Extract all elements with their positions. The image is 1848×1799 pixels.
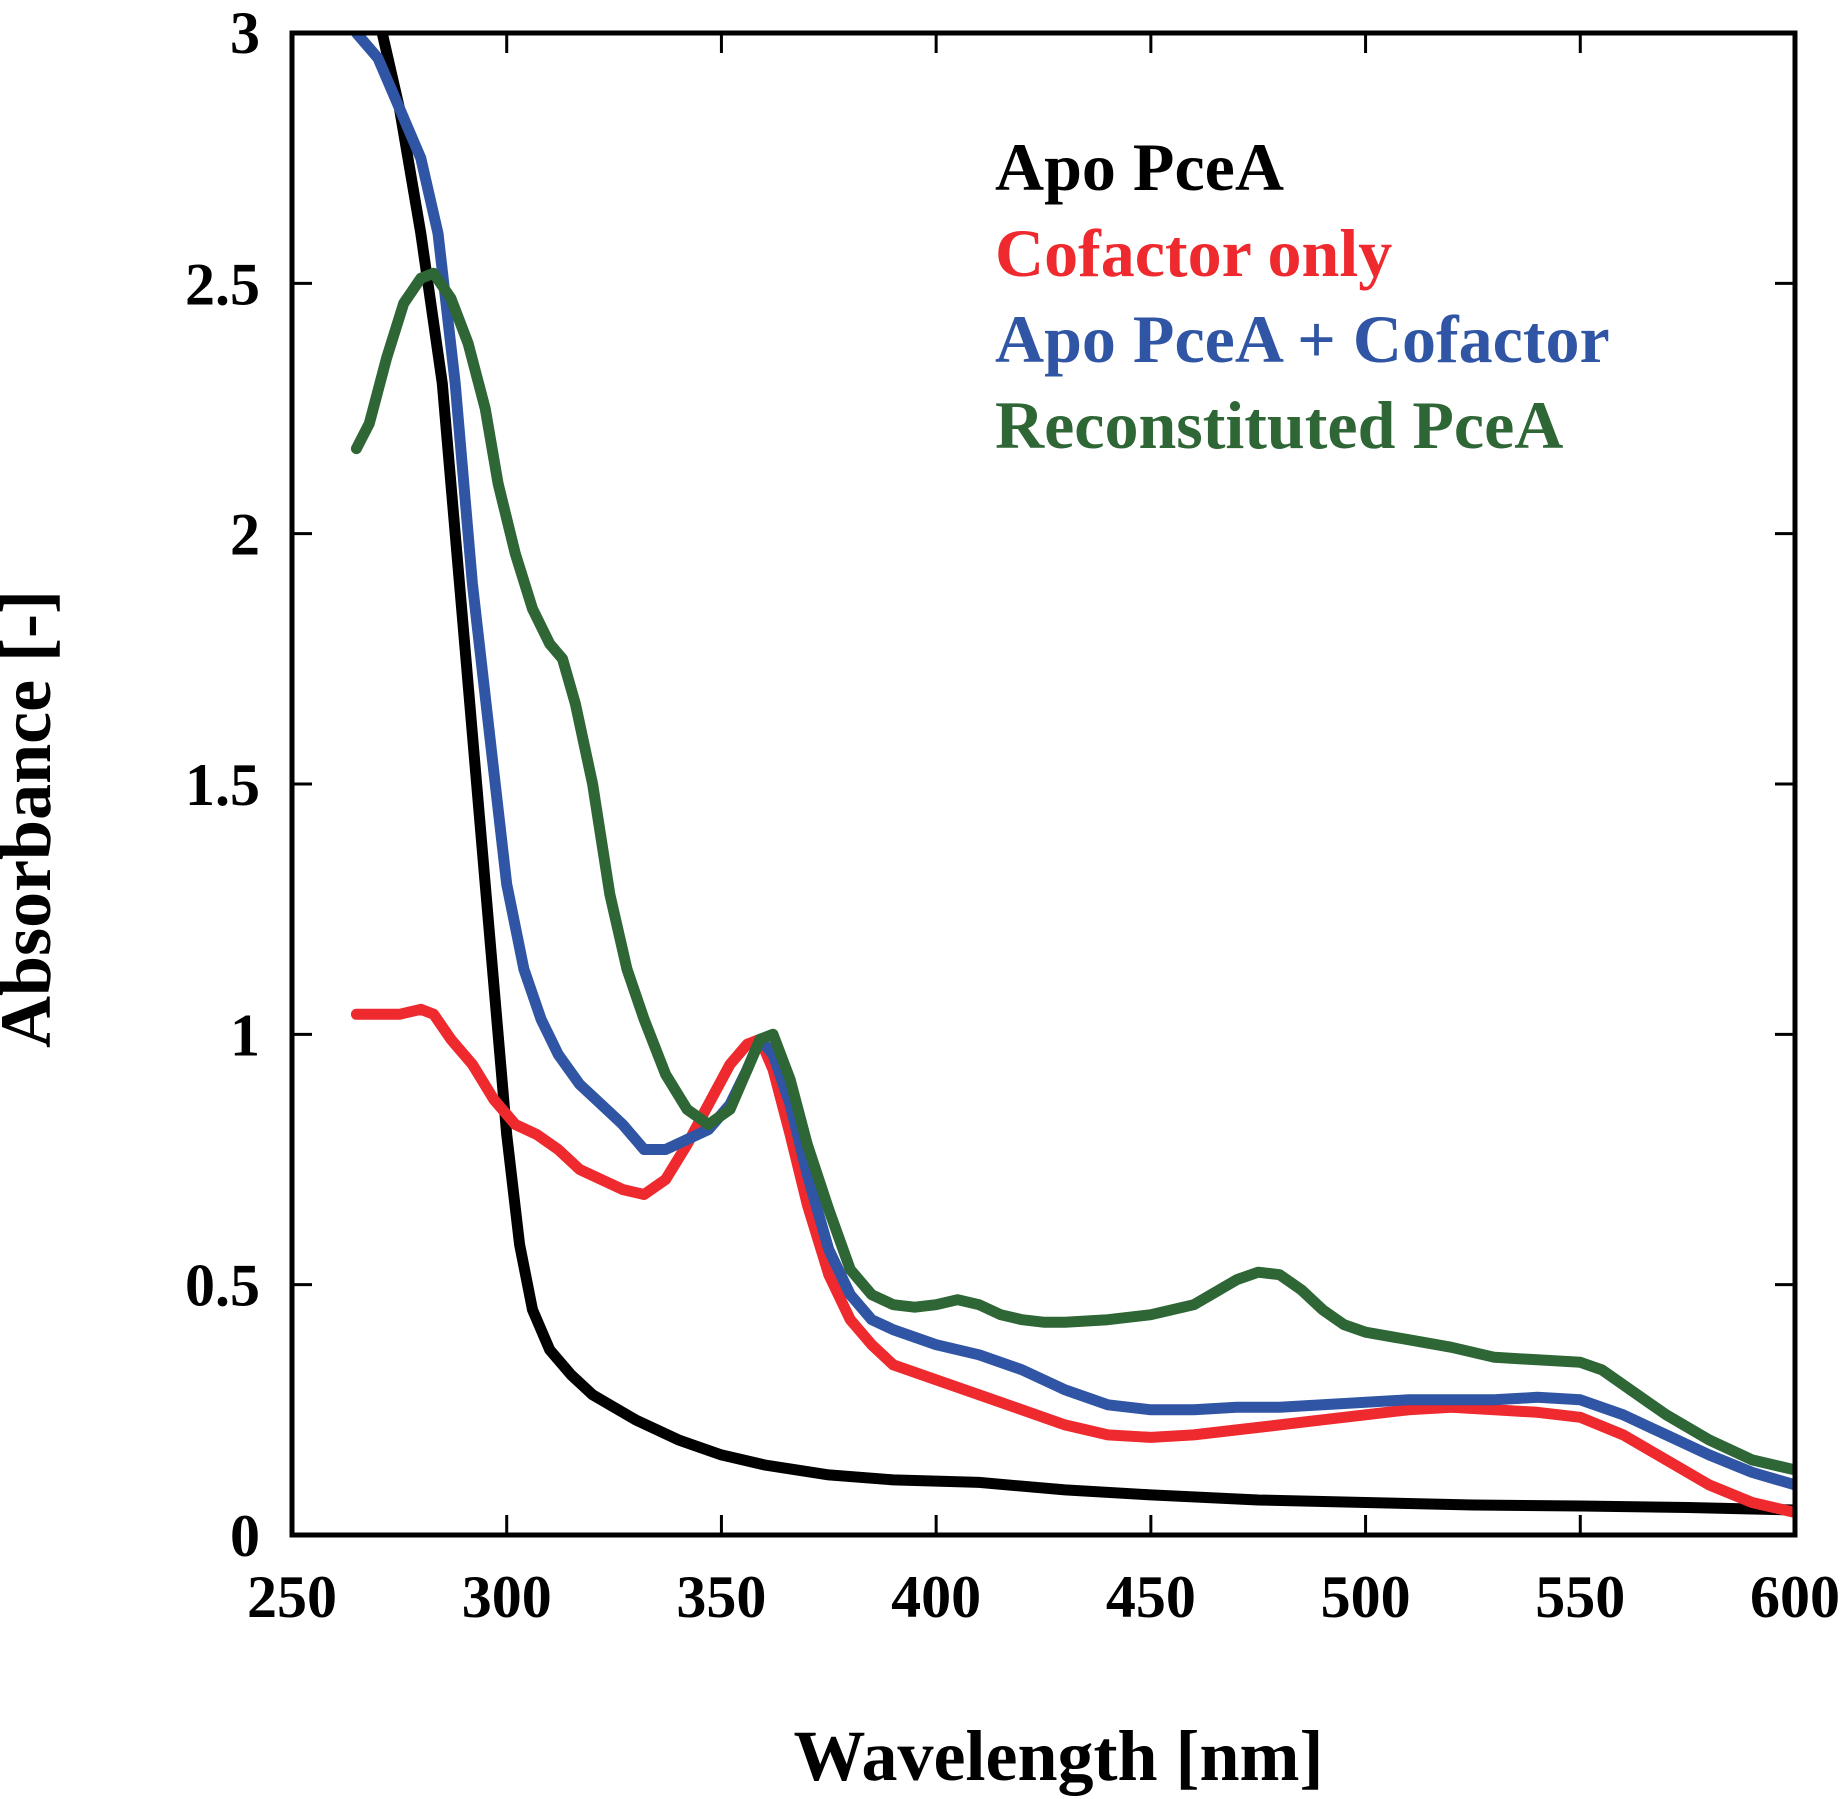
x-tick-label: 250 — [247, 1564, 337, 1630]
x-tick-label: 350 — [676, 1564, 766, 1630]
x-tick-label: 600 — [1750, 1564, 1840, 1630]
series-layer — [350, 33, 1795, 1518]
series-line-cofactor-only — [350, 1003, 1795, 1518]
legend-item-apo-pcea-plus-cofactor: Apo PceA + Cofactor — [995, 301, 1610, 377]
y-tick-label: 0.5 — [185, 1253, 260, 1319]
x-tick-label: 450 — [1106, 1564, 1196, 1630]
legend: Apo PceA Cofactor only Apo PceA + Cofact… — [995, 129, 1610, 463]
tick-labels-layer: 250 300 350 400 450 500 550 600 0 0.5 1 1.5 2 2.5 3 — [185, 0, 1840, 1630]
x-tick-label: 300 — [462, 1564, 552, 1630]
plot-frame — [289, 30, 1798, 1538]
series-line-apo-pcea — [376, 33, 1795, 1516]
y-tick-label: 1.5 — [185, 752, 260, 818]
series-line-apo-pcea-cofactor — [350, 33, 1795, 1491]
x-tick-label: 500 — [1321, 1564, 1411, 1630]
x-tick-label: 400 — [891, 1564, 981, 1630]
y-tick-label: 2 — [230, 502, 260, 568]
series-line-reconstituted-pcea — [350, 267, 1795, 1476]
y-tick-label: 3 — [230, 0, 260, 66]
y-axis-title: Absorbance [-] — [0, 590, 66, 1048]
y-tick-label: 2.5 — [185, 251, 260, 317]
legend-item-cofactor-only: Cofactor only — [995, 215, 1392, 291]
x-axis-title: Wavelength [nm] — [794, 1716, 1324, 1796]
y-tick-label: 1 — [230, 1002, 260, 1068]
y-tick-label: 0 — [230, 1503, 260, 1569]
legend-item-reconstituted-pcea: Reconstituted PceA — [995, 387, 1563, 463]
x-tick-label: 550 — [1535, 1564, 1625, 1630]
legend-item-apo-pcea: Apo PceA — [995, 129, 1284, 205]
